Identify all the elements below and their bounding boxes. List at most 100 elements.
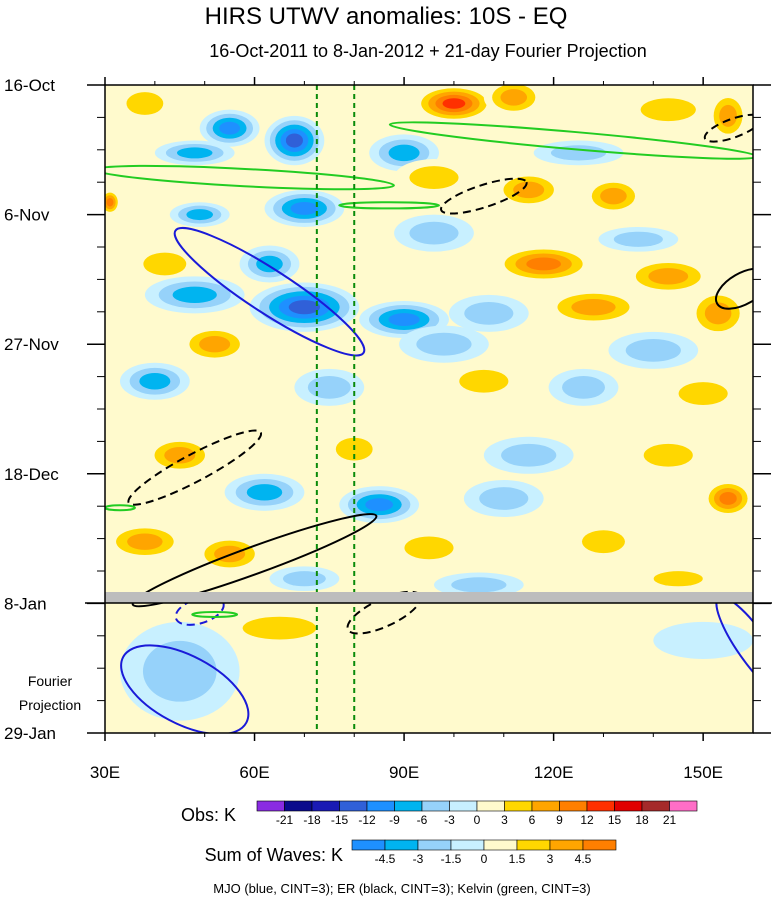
obs-colorbar-box xyxy=(504,800,533,812)
obs-colorbar-title: Obs: K xyxy=(181,805,236,825)
anomaly-blob xyxy=(653,571,703,587)
anomaly-blob xyxy=(464,301,514,325)
anomaly-blob xyxy=(388,144,420,162)
waves-colorbar-box xyxy=(516,839,551,851)
anomaly-blob xyxy=(678,382,728,405)
anomaly-blob xyxy=(409,166,459,189)
obs-colorbar-label: 18 xyxy=(635,813,649,827)
obs-colorbar-box xyxy=(559,800,588,812)
er-contour xyxy=(127,429,263,506)
anomaly-blob xyxy=(186,209,213,221)
waves-colorbar-label: 0 xyxy=(481,852,488,866)
anomaly-blob xyxy=(256,255,283,273)
anomaly-blob xyxy=(199,335,231,353)
obs-colorbar-box xyxy=(669,800,698,812)
forecast-start-band xyxy=(105,592,753,603)
waves-colorbar-label: 4.5 xyxy=(575,852,592,866)
obs-colorbar-label: 3 xyxy=(501,813,508,827)
anomaly-blob xyxy=(288,300,321,315)
anomaly-blob xyxy=(365,498,394,512)
waves-colorbar-label: 3 xyxy=(547,852,554,866)
obs-colorbar-label: 12 xyxy=(580,813,594,827)
obs-colorbar-label: 15 xyxy=(608,813,622,827)
obs-colorbar: Obs: K -21 -18 -15 -12 -9 -6 -3 0 3 6 9 12 15 18 21 xyxy=(181,800,698,827)
anomaly-blob xyxy=(290,201,319,215)
anomaly-blob xyxy=(246,484,283,501)
mjo-contour xyxy=(120,644,250,733)
obs-colorbar-box xyxy=(311,800,340,812)
kelvin-contour xyxy=(105,164,395,191)
waves-colorbar-box xyxy=(384,839,419,851)
waves-colorbar-label: 1.5 xyxy=(509,852,526,866)
er-contour xyxy=(703,113,753,143)
obs-colorbar-box xyxy=(641,800,670,812)
obs-colorbar-label: -9 xyxy=(389,813,400,827)
anomaly-blob xyxy=(127,533,163,550)
obs-colorbar-label: -3 xyxy=(444,813,455,827)
obs-colorbar-box xyxy=(449,800,478,812)
anomaly-blob xyxy=(416,332,472,356)
x-tick-label: 120E xyxy=(534,763,574,782)
anomaly-blob xyxy=(613,231,663,247)
anomaly-blob xyxy=(526,257,561,271)
waves-colorbar-label: -4.5 xyxy=(375,852,396,866)
obs-colorbar-label: -15 xyxy=(331,813,349,827)
obs-colorbar-box xyxy=(284,800,313,812)
projection-blob xyxy=(142,640,217,702)
er-contour xyxy=(715,267,753,310)
obs-colorbar-label: -12 xyxy=(358,813,376,827)
anomaly-blob xyxy=(177,147,213,159)
obs-colorbar-box xyxy=(586,800,615,812)
axes: 30E 60E 90E 120E 150E 16-Oct 6-Nov 27-Nov 18-Dec… xyxy=(4,76,771,782)
er-contour xyxy=(131,513,378,608)
obs-colorbar-label: -6 xyxy=(417,813,428,827)
plot-area xyxy=(85,84,772,734)
anomaly-blob xyxy=(307,376,351,399)
obs-colorbar-box xyxy=(476,800,505,812)
waves-colorbar: Sum of Waves: K -4.5 -3 -1.5 0 1.5 3 4.5 xyxy=(205,839,617,866)
kelvin-contour xyxy=(105,504,136,512)
anomaly-blob xyxy=(442,98,466,109)
x-tick-label: 60E xyxy=(239,763,269,782)
anomaly-blob xyxy=(404,536,454,560)
chart-title: HIRS UTWV anomalies: 10S - EQ xyxy=(205,3,568,30)
obs-colorbar-box xyxy=(256,800,285,812)
obs-colorbar-box xyxy=(531,800,560,812)
projection-label-line1: Fourier xyxy=(28,673,73,689)
anomaly-blob xyxy=(648,268,689,285)
reference-longitude-lines xyxy=(315,85,356,733)
y-tick-label: 27-Nov xyxy=(4,335,59,354)
obs-colorbar-box xyxy=(614,800,643,812)
y-tick-label: 8-Jan xyxy=(4,594,47,613)
obs-colorbar-box xyxy=(421,800,450,812)
anomaly-blob xyxy=(640,98,696,122)
anomaly-blob xyxy=(479,487,529,510)
anomaly-blob xyxy=(172,286,217,304)
anomaly-blob xyxy=(562,376,605,399)
observed-anomaly-field xyxy=(105,85,753,598)
anomaly-blob xyxy=(143,252,187,276)
anomaly-blob xyxy=(643,443,693,467)
waves-colorbar-box xyxy=(351,839,386,851)
x-tick-label: 90E xyxy=(389,763,419,782)
anomaly-blob xyxy=(388,313,420,326)
wave-contours xyxy=(105,113,753,733)
anomaly-blob xyxy=(581,530,625,554)
waves-colorbar-label: -1.5 xyxy=(441,852,462,866)
chart-subtitle: 16-Oct-2011 to 8-Jan-2012 + 21-day Fouri… xyxy=(209,41,646,61)
obs-colorbar-label: -21 xyxy=(276,813,294,827)
projection-label-line2: Projection xyxy=(19,697,81,713)
anomaly-blob xyxy=(501,443,557,467)
x-tick-label: 30E xyxy=(90,763,120,782)
anomaly-blob xyxy=(513,181,545,199)
obs-colorbar-label: 21 xyxy=(663,813,677,827)
obs-colorbar-label: 0 xyxy=(474,813,481,827)
anomaly-blob xyxy=(500,89,528,106)
y-tick-label: 29-Jan xyxy=(4,724,56,743)
waves-colorbar-label: -3 xyxy=(413,852,424,866)
obs-colorbar-label: -18 xyxy=(303,813,321,827)
anomaly-blob xyxy=(459,369,509,393)
waves-colorbar-box xyxy=(483,839,518,851)
projection-blob xyxy=(653,621,753,659)
